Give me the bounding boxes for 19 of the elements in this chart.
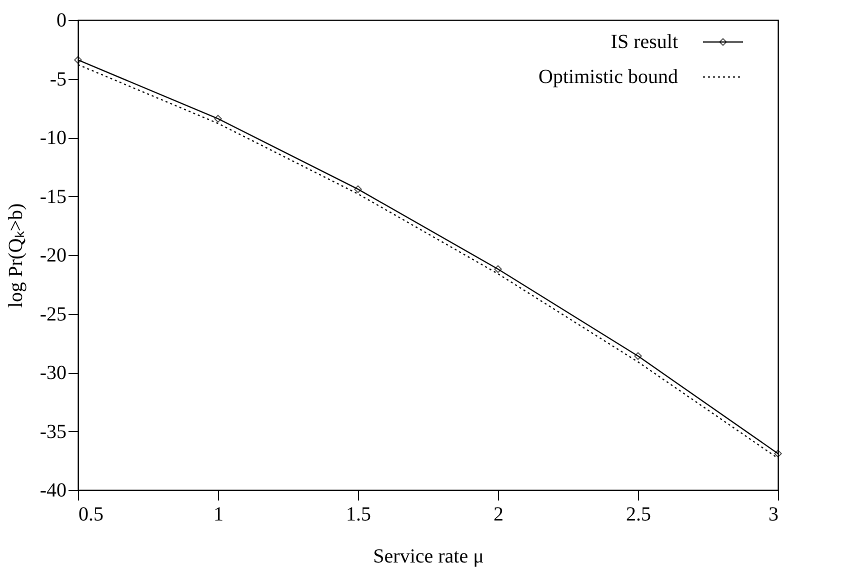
- x-tick-label: 1: [214, 504, 224, 526]
- x-tick-label: 1.5: [346, 504, 371, 526]
- y-tick-label: -5: [50, 68, 66, 90]
- y-tick-label: -35: [40, 420, 66, 443]
- x-axis-title: Service rate μ: [373, 546, 484, 568]
- x-tick-label: 2.5: [626, 504, 651, 526]
- y-tick-label: 0: [56, 10, 66, 32]
- y-tick-label: -30: [40, 362, 66, 384]
- x-tick-label: 0.5: [78, 504, 104, 526]
- y-tick-label: -20: [40, 244, 66, 266]
- x-tick-label: 3: [768, 504, 778, 526]
- legend-label: IS result: [610, 31, 678, 53]
- x-tick-label: 2: [494, 504, 504, 526]
- y-tick-label: -10: [40, 127, 66, 149]
- y-tick-label: -15: [40, 186, 66, 208]
- y-tick-label: -40: [40, 480, 66, 502]
- y-axis-title: log Pr(Qₖ>b): [4, 203, 27, 308]
- legend-label: Optimistic bound: [538, 66, 678, 88]
- y-tick-label: -25: [40, 303, 66, 326]
